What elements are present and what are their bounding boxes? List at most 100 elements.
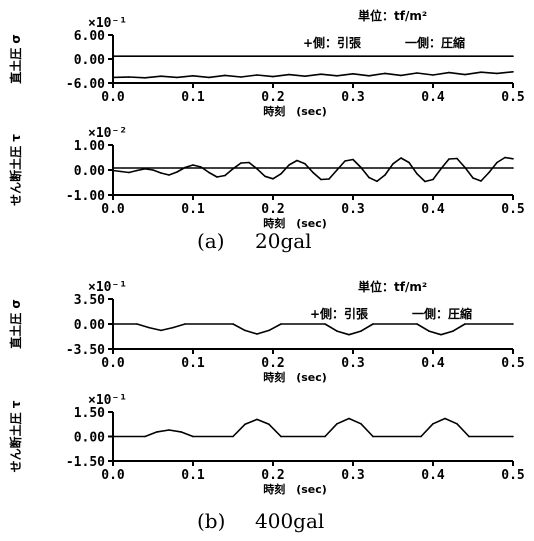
data-point bbox=[448, 71, 450, 74]
data-point bbox=[144, 77, 146, 79]
data-point bbox=[512, 71, 514, 73]
data-point bbox=[156, 431, 158, 433]
data-point bbox=[208, 171, 210, 174]
data-point bbox=[232, 435, 234, 438]
data-point bbox=[168, 429, 170, 431]
data-point bbox=[496, 72, 498, 75]
data-point bbox=[432, 74, 434, 76]
data-point bbox=[192, 75, 194, 77]
sign-minus-label: 一側：圧縮 bbox=[412, 306, 472, 321]
data-point bbox=[144, 435, 146, 438]
data-point bbox=[176, 171, 178, 173]
data-point bbox=[372, 323, 374, 325]
chart-shear-pressure: 1.50 0.00 -1.50 ×10⁻¹ せん断土圧 τ 0.0 0.1 0.2 0.3 0.4… bbox=[8, 393, 525, 496]
data-point bbox=[112, 169, 114, 172]
data-point bbox=[384, 72, 386, 75]
y-axis-label: せん断土圧 τ bbox=[8, 400, 23, 472]
data-point bbox=[336, 423, 338, 425]
data-point bbox=[312, 171, 314, 174]
x-tick-label: 0.1 bbox=[181, 468, 205, 483]
data-point bbox=[488, 171, 490, 174]
data-point bbox=[256, 418, 258, 421]
data-point bbox=[200, 166, 202, 168]
data-point bbox=[352, 73, 354, 75]
data-point bbox=[452, 330, 454, 332]
data-point bbox=[320, 178, 322, 181]
data-point bbox=[512, 323, 514, 325]
data-point bbox=[344, 160, 346, 162]
data-point bbox=[496, 161, 498, 164]
data-point bbox=[160, 329, 162, 332]
x-tick-label: 0.2 bbox=[261, 356, 284, 371]
data-point bbox=[416, 323, 418, 325]
data-point bbox=[192, 435, 194, 438]
data-point bbox=[456, 423, 458, 425]
y-tick-label: 0.00 bbox=[74, 318, 105, 333]
sign-minus-label: 一側：圧縮 bbox=[405, 35, 465, 50]
x-tick-label: 0.2 bbox=[261, 202, 284, 217]
x-tick-label: 0.1 bbox=[181, 356, 205, 371]
y-tick-label: -6.00 bbox=[66, 77, 105, 92]
sign-plus-label: +側：引張 bbox=[303, 35, 362, 50]
y-multiplier-label: ×10⁻¹ bbox=[88, 16, 127, 31]
data-point bbox=[224, 174, 226, 177]
data-point bbox=[440, 168, 442, 170]
x-tick-label: 0.4 bbox=[421, 356, 445, 371]
data-point bbox=[464, 166, 466, 169]
data-point bbox=[320, 73, 322, 75]
x-tick-label: 0.4 bbox=[421, 202, 445, 217]
data-point bbox=[368, 75, 370, 77]
data-point bbox=[456, 157, 458, 160]
data-point bbox=[112, 435, 114, 438]
data-point bbox=[112, 323, 114, 325]
x-axis-label: 時刻 (sec) bbox=[263, 370, 327, 384]
data-point bbox=[192, 164, 194, 166]
data-point bbox=[172, 326, 174, 329]
y-tick-label: 0.00 bbox=[74, 164, 105, 179]
series-line-0 bbox=[113, 417, 513, 438]
data-point bbox=[288, 73, 290, 76]
data-point bbox=[280, 435, 282, 438]
data-point bbox=[160, 75, 162, 77]
x-tick-label: 0.0 bbox=[101, 356, 125, 371]
data-point bbox=[244, 329, 246, 332]
y-multiplier-label: ×10⁻² bbox=[88, 126, 127, 141]
data-point bbox=[432, 178, 434, 181]
data-point bbox=[280, 323, 282, 325]
data-point bbox=[512, 158, 514, 160]
data-point bbox=[360, 330, 362, 332]
data-point bbox=[208, 76, 210, 79]
data-point bbox=[512, 435, 514, 438]
data-point bbox=[504, 156, 506, 159]
sign-plus-label: +側：引張 bbox=[310, 306, 369, 321]
y-axis-label: 直土圧 σ bbox=[8, 34, 23, 84]
x-tick-label: 0.3 bbox=[341, 90, 364, 105]
chart-normal-pressure: 3.50 0.00 -3.50 ×10⁻¹ 直土圧 σ 0.0 0.1 0.2 0.3 0.4 0.… bbox=[8, 280, 525, 384]
data-point bbox=[280, 173, 282, 175]
data-point bbox=[424, 180, 426, 183]
data-point bbox=[180, 431, 182, 433]
data-point bbox=[296, 159, 298, 162]
data-point bbox=[428, 330, 430, 332]
data-point bbox=[152, 169, 154, 171]
data-point bbox=[288, 164, 290, 166]
x-tick-label: 0.4 bbox=[421, 468, 445, 483]
data-point bbox=[168, 174, 170, 176]
data-point bbox=[448, 158, 450, 160]
data-point bbox=[416, 72, 418, 74]
data-point bbox=[112, 167, 114, 169]
x-tick-label: 0.3 bbox=[341, 356, 364, 371]
data-point bbox=[368, 176, 370, 179]
data-point bbox=[184, 166, 186, 169]
data-point bbox=[352, 158, 354, 161]
data-point bbox=[400, 157, 402, 159]
caption-label: (b) bbox=[197, 509, 225, 533]
data-point bbox=[432, 423, 434, 425]
x-tick-label: 0.5 bbox=[501, 202, 524, 217]
x-axis-label: 時刻 (sec) bbox=[263, 216, 327, 230]
x-tick-label: 0.3 bbox=[341, 202, 364, 217]
data-point bbox=[512, 167, 514, 169]
x-tick-label: 0.1 bbox=[181, 90, 205, 105]
x-tick-label: 0.0 bbox=[101, 468, 125, 483]
unit-label: 単位：tf/m² bbox=[358, 279, 427, 294]
